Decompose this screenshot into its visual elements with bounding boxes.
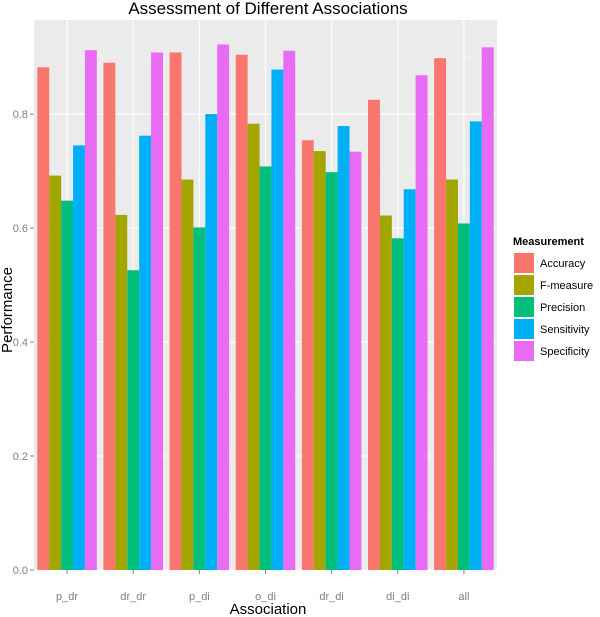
bar-f-measure-p_dr	[49, 175, 62, 570]
y-axis-title: Performance	[0, 267, 16, 353]
y-axis: 0.0 0.2 0.4 0.6 0.8	[13, 109, 34, 577]
bar-sensitivity-di_di	[403, 189, 416, 571]
bar-specificity-p_di	[217, 44, 230, 571]
bar-sensitivity-p_dr	[73, 145, 85, 570]
bar-specificity-o_di	[283, 50, 296, 570]
bar-accuracy-o_di	[235, 54, 248, 570]
legend-key-precision	[514, 297, 534, 317]
y-tick-label: 0.6	[13, 223, 28, 235]
bar-accuracy-p_dr	[37, 67, 50, 571]
bar-sensitivity-all	[469, 121, 482, 570]
bar-accuracy-p_di	[169, 52, 182, 570]
bar-precision-o_di	[259, 166, 272, 570]
bar-sensitivity-p_di	[205, 114, 218, 571]
bar-f-measure-p_di	[181, 179, 194, 570]
bar-precision-dr_di	[325, 172, 338, 571]
bar-accuracy-di_di	[368, 99, 380, 570]
legend-label: Accuracy	[540, 258, 586, 270]
x-tick-label: dr_di	[319, 591, 343, 603]
legend-key-sensitivity	[514, 319, 534, 339]
legend-label: Sensitivity	[540, 324, 590, 336]
x-axis-title: Association	[230, 601, 307, 617]
bar-sensitivity-dr_di	[337, 126, 350, 570]
x-tick-label: p_di	[189, 591, 210, 603]
bar-specificity-dr_dr	[151, 52, 163, 570]
bar-precision-dr_dr	[127, 270, 140, 570]
bar-f-measure-o_di	[247, 123, 260, 571]
legend-label: Specificity	[540, 346, 590, 358]
bars	[37, 44, 494, 571]
x-tick-label: p_dr	[56, 591, 78, 603]
bar-f-measure-di_di	[379, 215, 392, 570]
y-tick-label: 0.8	[13, 109, 28, 121]
bar-precision-p_di	[193, 227, 206, 571]
legend-key-accuracy	[514, 253, 534, 273]
legend-title: Measurement	[513, 236, 584, 248]
legend-key-specificity	[514, 341, 534, 361]
x-axis: p_dr dr_dr p_di o_di dr_di di_di all	[56, 570, 469, 603]
legend-items: Accuracy F-measure Precision Sensitivity Spe…	[512, 251, 593, 363]
legend: Measurement Accuracy F-measure Precision Se…	[512, 236, 593, 363]
legend-label: F-measure	[540, 280, 593, 292]
bar-accuracy-all	[434, 58, 447, 571]
bar-precision-di_di	[391, 238, 404, 570]
x-tick-label: di_di	[386, 591, 409, 603]
bar-precision-p_dr	[61, 200, 74, 570]
y-tick-label: 0.2	[13, 451, 28, 463]
bar-specificity-p_dr	[84, 50, 97, 570]
bar-f-measure-dr_di	[313, 151, 326, 571]
legend-label: Precision	[540, 302, 585, 314]
bar-specificity-all	[481, 47, 494, 570]
y-tick-label: 0.0	[13, 565, 28, 577]
bar-accuracy-dr_di	[301, 140, 314, 570]
bar-accuracy-dr_dr	[103, 62, 116, 570]
x-tick-label: all	[458, 591, 469, 603]
bar-sensitivity-o_di	[271, 69, 284, 570]
chart-title: Assessment of Different Associations	[128, 0, 407, 18]
bar-specificity-di_di	[415, 75, 428, 570]
y-tick-label: 0.4	[13, 337, 28, 349]
bar-sensitivity-dr_dr	[139, 135, 152, 571]
bar-precision-all	[457, 223, 470, 570]
x-tick-label: dr_dr	[120, 591, 146, 603]
legend-key-f-measure	[514, 275, 534, 295]
x-tick-label: o_di	[255, 591, 276, 603]
bar-f-measure-all	[446, 179, 458, 570]
bar-f-measure-dr_dr	[115, 214, 128, 570]
bar-specificity-dr_di	[349, 151, 362, 571]
